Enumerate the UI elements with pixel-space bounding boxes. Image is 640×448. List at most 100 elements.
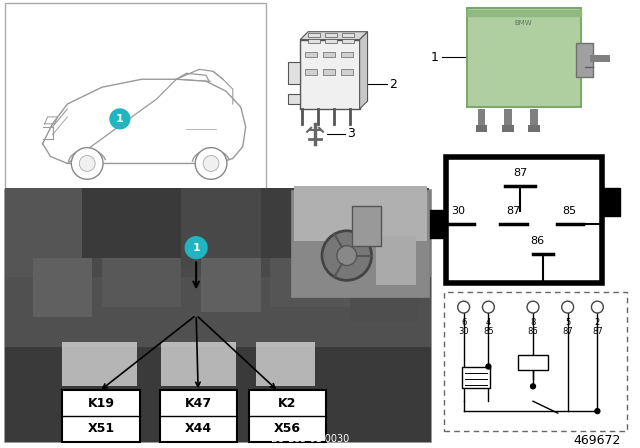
Bar	[446, 156, 602, 283]
Bar	[444, 292, 627, 431]
Text: 1: 1	[431, 51, 439, 64]
Circle shape	[562, 301, 573, 313]
Circle shape	[185, 237, 207, 258]
Bar	[342, 39, 354, 43]
Polygon shape	[528, 125, 540, 132]
Text: EO E83 61 0030: EO E83 61 0030	[271, 434, 349, 444]
Bar	[294, 186, 427, 241]
Bar	[323, 69, 335, 75]
Text: 469672: 469672	[573, 435, 621, 448]
Bar	[325, 39, 337, 43]
Circle shape	[527, 301, 539, 313]
Bar	[376, 236, 416, 285]
Bar	[5, 277, 431, 347]
Text: 87: 87	[563, 327, 573, 336]
Circle shape	[195, 147, 227, 179]
Bar	[271, 258, 349, 307]
Text: 8: 8	[531, 319, 536, 327]
Bar	[63, 390, 140, 442]
Bar	[161, 342, 236, 386]
Bar	[33, 258, 92, 317]
Text: 85: 85	[483, 327, 493, 336]
Polygon shape	[530, 109, 538, 129]
Bar	[323, 52, 335, 57]
Polygon shape	[591, 56, 611, 62]
Bar	[102, 258, 181, 307]
Bar	[288, 94, 300, 104]
Bar	[5, 347, 431, 442]
Text: 2: 2	[595, 319, 600, 327]
Text: X51: X51	[88, 422, 115, 435]
Text: 87: 87	[506, 206, 520, 216]
Polygon shape	[477, 109, 485, 129]
Bar	[342, 33, 354, 37]
Text: 1: 1	[116, 114, 124, 124]
Bar	[255, 342, 315, 386]
Bar	[5, 188, 84, 277]
Polygon shape	[502, 125, 514, 132]
Text: 6: 6	[461, 319, 467, 327]
Bar	[308, 39, 320, 43]
Bar	[341, 69, 353, 75]
Bar	[428, 210, 446, 238]
Bar	[292, 191, 429, 297]
Bar	[352, 206, 381, 246]
Text: 86: 86	[530, 236, 544, 246]
Bar	[340, 188, 429, 277]
Circle shape	[79, 155, 95, 172]
Bar	[518, 355, 548, 370]
Bar	[308, 33, 320, 37]
Bar	[249, 390, 326, 442]
Text: 86: 86	[527, 327, 538, 336]
Bar	[5, 3, 266, 191]
Text: 87: 87	[513, 168, 527, 178]
Bar	[305, 69, 317, 75]
Bar	[349, 258, 419, 322]
Text: 85: 85	[563, 206, 577, 216]
Text: 87: 87	[592, 327, 603, 336]
Text: 1: 1	[192, 243, 200, 253]
Text: 3: 3	[347, 127, 355, 140]
Text: X44: X44	[184, 422, 212, 435]
Bar	[575, 43, 593, 77]
Circle shape	[71, 147, 103, 179]
Text: 30: 30	[451, 206, 465, 216]
Polygon shape	[360, 32, 367, 109]
Text: K2: K2	[278, 396, 296, 409]
Bar	[181, 188, 260, 267]
Bar	[260, 188, 340, 258]
Text: 4: 4	[486, 319, 491, 327]
Bar	[5, 190, 431, 442]
Bar	[63, 342, 137, 386]
Polygon shape	[300, 32, 367, 39]
Bar	[201, 258, 260, 312]
Bar	[305, 52, 317, 57]
Bar	[602, 188, 620, 216]
Circle shape	[486, 364, 491, 369]
Circle shape	[458, 301, 470, 313]
Bar	[83, 188, 181, 258]
Bar	[461, 366, 490, 388]
FancyBboxPatch shape	[467, 8, 580, 107]
Circle shape	[203, 155, 219, 172]
Polygon shape	[504, 109, 512, 129]
Circle shape	[483, 301, 494, 313]
Circle shape	[531, 384, 536, 389]
Circle shape	[322, 231, 371, 280]
Text: 5: 5	[565, 319, 570, 327]
Circle shape	[591, 301, 604, 313]
Polygon shape	[476, 125, 488, 132]
Circle shape	[337, 246, 356, 266]
Text: K19: K19	[88, 396, 115, 409]
Circle shape	[595, 409, 600, 414]
Text: X56: X56	[274, 422, 301, 435]
Text: 30: 30	[458, 327, 469, 336]
Text: BMW: BMW	[515, 20, 532, 26]
Text: K47: K47	[184, 396, 212, 409]
Bar	[288, 62, 300, 84]
Bar	[341, 52, 353, 57]
Circle shape	[110, 109, 130, 129]
Bar	[300, 39, 360, 109]
Polygon shape	[467, 10, 580, 16]
Text: 2: 2	[389, 78, 397, 90]
